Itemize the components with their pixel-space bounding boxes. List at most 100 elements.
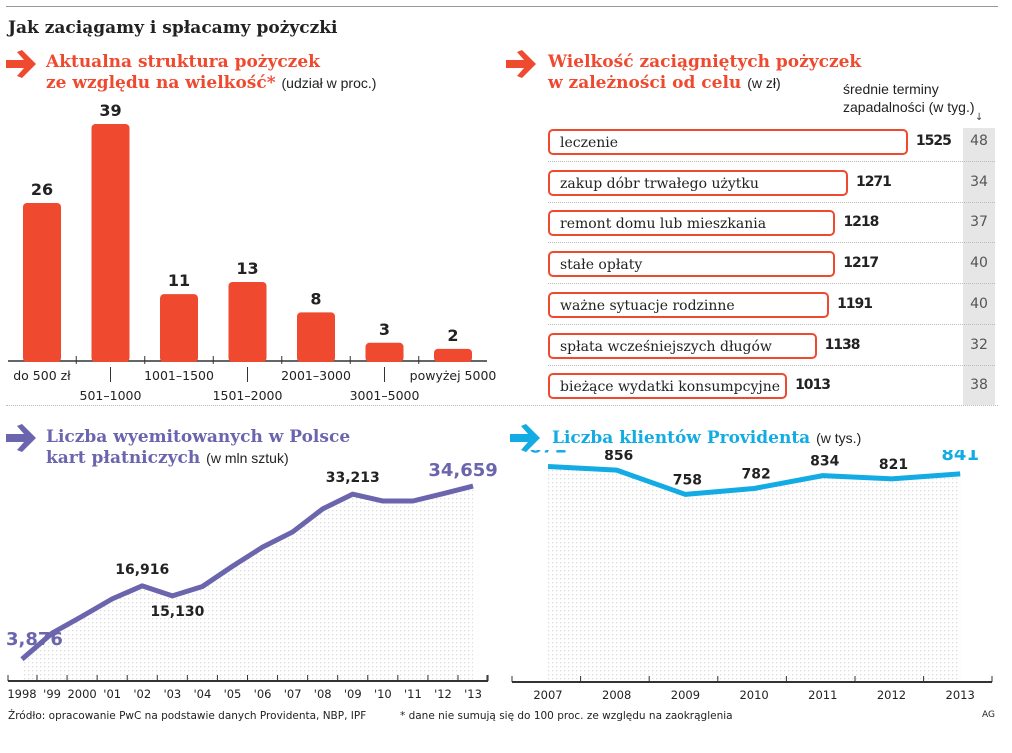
category-label: 1001–1500 <box>144 368 214 383</box>
size-bar-chart: 26 do 500 zł 39 501–1000 11 1001–1500 13 1501–2… <box>8 101 497 403</box>
sizes-title: Aktualna struktura pożyczek ze względu n… <box>46 52 376 94</box>
weeks-value: 40 <box>970 255 988 272</box>
row-divider <box>548 242 995 244</box>
purpose-bar: ważne sytuacje rodzinne <box>548 291 830 318</box>
purposes-title-line2: w zależności od celu <box>548 73 742 93</box>
row-divider <box>548 323 995 325</box>
purpose-label: ważne sytuacje rodzinne <box>560 297 735 314</box>
area-fill <box>548 466 961 682</box>
x-tick-label: 2012 <box>877 688 906 702</box>
data-label: 15,130 <box>150 604 204 620</box>
bar-value-label: 39 <box>99 101 121 120</box>
cards-title-line1: Liczba wyemitowanych w Polsce <box>46 427 351 447</box>
series-line <box>20 483 474 662</box>
source-note: Źródło: opracowanie PwC na podstawie dan… <box>8 710 367 722</box>
data-label: 34,659 <box>428 460 497 481</box>
footnote: * dane nie sumują się do 100 proc. ze wz… <box>400 710 733 722</box>
clients-title-text: Liczba klientów Providenta <box>552 428 811 448</box>
x-tick-label: 2010 <box>739 688 768 702</box>
arrow-right-icon <box>6 424 36 452</box>
bar <box>297 312 335 362</box>
page-title: Jak zaciągamy i spłacamy pożyczki <box>8 18 338 38</box>
purpose-label: remont domu lub mieszkania <box>560 216 767 233</box>
purpose-bar: leczenie <box>548 129 908 155</box>
x-tick-label: '12 <box>434 687 452 701</box>
arrow-down-icon: ↓ <box>975 112 984 123</box>
clients-unit: (w tys.) <box>816 430 862 446</box>
weeks-header-line1: średnie terminy <box>843 81 939 97</box>
sizes-title-line2: ze względu na wielkość* <box>46 73 276 93</box>
x-tick-label: '03 <box>163 687 181 701</box>
area-fill <box>22 486 474 681</box>
x-tick-label: 2009 <box>671 688 700 702</box>
data-label: 856 <box>604 450 633 464</box>
weeks-value: 48 <box>970 133 988 149</box>
cards-unit: (w mln sztuk) <box>206 450 289 466</box>
series-line <box>547 463 961 497</box>
category-label: 2001–3000 <box>281 368 351 383</box>
bar-value-label: 3 <box>379 320 390 339</box>
category-label: powyżej 5000 <box>410 368 497 383</box>
purpose-value: 1013 <box>795 377 831 394</box>
x-tick-label: '13 <box>464 687 482 701</box>
bar-value-label: 26 <box>31 180 53 199</box>
category-label: 1501–2000 <box>213 388 283 403</box>
purpose-label: spłata wcześniejszych długów <box>560 338 772 355</box>
purpose-value: 1218 <box>843 214 879 231</box>
bar <box>23 203 61 362</box>
data-label: 841 <box>941 450 979 465</box>
data-label: 834 <box>810 454 839 470</box>
arrow-right-icon <box>506 50 536 78</box>
data-label: 782 <box>741 466 770 482</box>
x-tick-label: 2007 <box>533 688 562 702</box>
purpose-label: leczenie <box>560 135 619 151</box>
purpose-label: stałe opłaty <box>560 257 643 274</box>
x-tick-label: '99 <box>43 687 61 701</box>
x-tick-label: 1998 <box>7 687 36 701</box>
x-tick-label: '04 <box>194 687 212 701</box>
purposes-title-line1: Wielkość zaciągniętych pożyczek <box>548 52 862 72</box>
category-label: do 500 zł <box>13 368 71 383</box>
data-label: 821 <box>879 457 908 473</box>
purpose-label: bieżące wydatki konsumpcyjne <box>560 379 781 396</box>
row-divider <box>548 364 995 366</box>
row-divider <box>548 283 995 285</box>
bar-value-label: 11 <box>168 271 190 290</box>
x-tick-label: 2000 <box>67 687 96 701</box>
cards-line-chart: 1998 '99 2000 '01 '02 '03 '04 '05 '06 '07 '08 '09 '1… <box>6 460 498 701</box>
weeks-value: 38 <box>970 377 988 394</box>
data-label: 871 <box>529 450 567 457</box>
weeks-value: 37 <box>970 214 988 231</box>
purpose-bar: stałe opłaty <box>548 251 836 278</box>
data-label: 33,213 <box>326 470 380 486</box>
bar-value-label: 8 <box>310 289 321 308</box>
x-tick-label: '08 <box>314 687 332 701</box>
purpose-bar: zakup dóbr trwałego użytku <box>548 169 848 196</box>
purpose-value: 1217 <box>843 255 879 272</box>
data-label: 3,876 <box>6 629 63 650</box>
purpose-label: zakup dóbr trwałego użytku <box>560 175 759 192</box>
weeks-value: 34 <box>970 173 988 190</box>
bar-value-label: 2 <box>447 326 458 345</box>
purposes-title: Wielkość zaciągniętych pożyczek w zależn… <box>548 52 861 94</box>
arrow-right-icon <box>510 424 540 452</box>
weeks-column <box>963 128 995 405</box>
purpose-bar: bieżące wydatki konsumpcyjne <box>548 373 788 400</box>
arrow-right-icon <box>6 50 36 78</box>
bar <box>228 282 267 362</box>
x-tick-label: '07 <box>284 687 302 701</box>
x-tick-label: '11 <box>404 687 422 701</box>
bar <box>160 294 198 362</box>
weeks-column-header: średnie terminy zapadalności (w tyg.) <box>843 80 975 116</box>
weeks-value: 40 <box>970 295 988 312</box>
top-rule <box>6 6 998 7</box>
x-tick-label: '06 <box>254 687 272 701</box>
divider <box>6 405 998 406</box>
data-label: 758 <box>673 472 702 488</box>
x-tick-label: '10 <box>374 687 392 701</box>
purpose-bar: spłata wcześniejszych długów <box>548 332 817 359</box>
row-divider <box>548 161 995 162</box>
x-tick-label: '02 <box>133 687 151 701</box>
row-divider <box>548 201 995 203</box>
cards-title-line2: kart płatniczych <box>46 448 201 468</box>
